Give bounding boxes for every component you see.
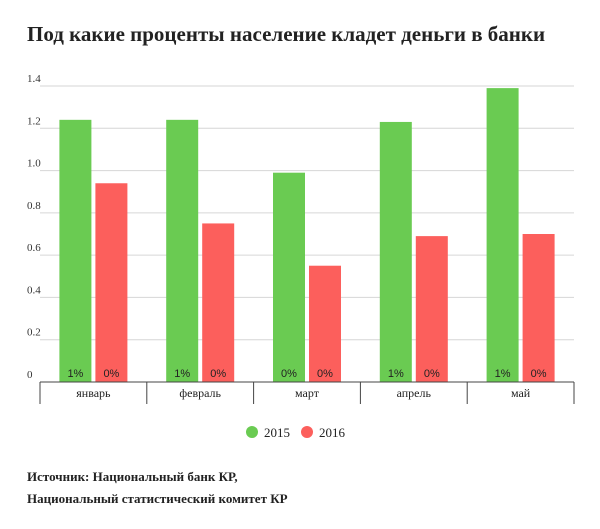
bar-data-label: 1%	[388, 368, 404, 380]
x-category-label: март	[295, 386, 320, 400]
y-tick-label: 1.0	[27, 158, 41, 170]
bar-data-label: 0%	[103, 368, 119, 380]
x-category-label: май	[511, 386, 531, 400]
bars: 1% 0% 1% 0% 0% 0% 1% 0% 1% 0%	[59, 88, 555, 382]
bar-2015	[486, 88, 519, 382]
chart-title: Под какие проценты население кладет день…	[27, 22, 546, 46]
bar-2016	[415, 236, 448, 382]
bar-2016	[522, 234, 555, 382]
source-line-1: Источник: Национальный банк КР,	[27, 469, 238, 484]
bar-2016	[309, 265, 341, 382]
bar-2015	[379, 121, 412, 382]
legend-label-2015: 2015	[264, 425, 290, 440]
bar-2015	[59, 119, 92, 382]
x-category-label: январь	[76, 386, 111, 400]
legend-marker-2016	[301, 426, 313, 438]
y-tick-label: 1.2	[27, 115, 41, 127]
bar-chart: 00.20.40.60.81.01.21.4 1% 0% 1% 0% 0% 0% 1% 0% 1…	[27, 73, 575, 440]
bar-data-label: 0%	[317, 368, 333, 380]
bar-data-label: 0%	[531, 368, 547, 380]
grid-lines	[40, 85, 574, 341]
y-tick-label: 0.8	[27, 200, 41, 212]
y-tick-label: 0	[27, 369, 33, 381]
legend-label-2016: 2016	[319, 425, 346, 440]
bar-data-label: 0%	[281, 368, 297, 380]
bar-2015	[273, 172, 305, 382]
y-tick-label: 0.2	[27, 327, 41, 339]
bar-data-label: 1%	[174, 368, 190, 380]
source-note: Источник: Национальный банк КР, Национал…	[27, 466, 288, 510]
legend-marker-2015	[246, 426, 258, 438]
x-axis: январь февраль март апрель май	[39, 381, 575, 404]
bar-2016	[202, 223, 235, 382]
bar-data-label: 0%	[210, 368, 226, 380]
bar-data-label: 1%	[495, 368, 511, 380]
x-category-label: февраль	[179, 386, 221, 400]
bar-2015	[166, 119, 199, 382]
bar-data-label: 1%	[67, 368, 83, 380]
legend: 2015 2016	[246, 425, 346, 440]
x-category-label: апрель	[397, 386, 432, 400]
y-tick-label: 0.4	[27, 284, 41, 296]
source-line-2: Национальный статистический комитет КР	[27, 491, 288, 506]
bar-2016	[95, 183, 128, 382]
bar-data-label: 0%	[424, 368, 440, 380]
y-axis: 0 0.2 0.4 0.6 0.8 1.0 1.2 1.4	[27, 73, 41, 381]
y-tick-label: 1.4	[27, 73, 41, 85]
y-tick-label: 0.6	[27, 242, 41, 254]
